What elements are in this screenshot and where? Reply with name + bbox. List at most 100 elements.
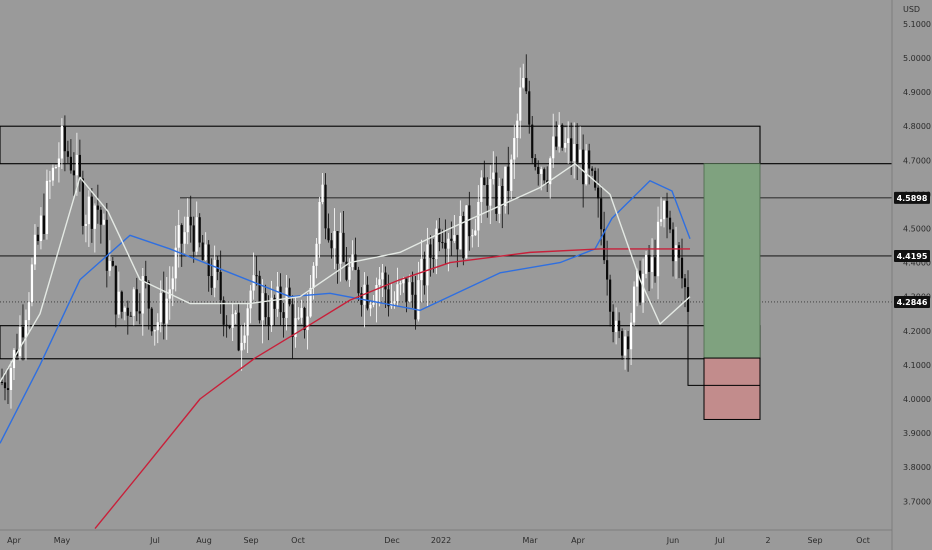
candle-body — [387, 289, 390, 307]
price-tick-label: 4.8000 — [903, 122, 931, 131]
candle-body — [555, 136, 558, 147]
candle-body — [93, 205, 96, 229]
currency-label: USD — [903, 5, 920, 14]
candle-body — [51, 167, 55, 181]
candle-body — [72, 170, 75, 176]
candle-body — [683, 278, 687, 288]
candle-body — [372, 302, 375, 305]
candle-body — [42, 215, 46, 234]
candle-body — [558, 124, 561, 147]
candle-body — [159, 293, 162, 323]
candle-body — [243, 335, 246, 343]
candle-body — [594, 170, 597, 188]
candle-body — [300, 307, 303, 318]
candle-body — [267, 317, 270, 326]
candle-body — [123, 307, 126, 312]
candle-body — [27, 302, 31, 321]
candle-body — [585, 150, 588, 185]
candle-body — [522, 77, 525, 88]
time-tick-label: Jul — [149, 536, 160, 545]
candle-body — [219, 271, 222, 301]
candle-body — [384, 272, 387, 290]
candle-body — [333, 231, 336, 249]
candle-body — [9, 368, 13, 390]
candle-body — [57, 158, 61, 168]
candle-body — [486, 184, 489, 206]
candle-body — [3, 382, 7, 389]
price-label-box — [894, 191, 930, 204]
candle-body — [677, 245, 681, 258]
candle-body — [561, 124, 564, 148]
candle-body — [647, 254, 651, 272]
candle-body — [105, 219, 108, 271]
time-tick-label: May — [54, 536, 71, 545]
moving-averages-layer — [0, 163, 691, 530]
candle-body — [144, 276, 147, 283]
candle-body — [426, 244, 429, 286]
price-tick-label: 4.5000 — [903, 225, 931, 234]
candle-body — [246, 308, 249, 336]
time-tick-label: Dec — [384, 536, 399, 545]
candle-body — [674, 245, 678, 262]
candle-body — [192, 225, 195, 252]
candle-body — [465, 205, 468, 259]
candle-body — [483, 177, 486, 185]
upper-range-box — [0, 125, 761, 165]
candle-body — [510, 159, 513, 191]
time-tick-label: Sep — [243, 536, 258, 545]
candle-body — [612, 311, 615, 333]
candle-body — [204, 244, 207, 261]
candle-body — [519, 87, 522, 121]
candle-body — [429, 244, 432, 258]
candle-body — [516, 120, 519, 139]
candle-body — [453, 235, 456, 241]
time-tick-label: 2022 — [431, 536, 451, 545]
time-tick-label: 2 — [765, 536, 770, 545]
candle-body — [90, 196, 93, 229]
candle-body — [588, 150, 591, 169]
candle-body — [216, 259, 219, 272]
candle-body — [78, 154, 81, 179]
candle-body — [264, 293, 267, 318]
price-tick-label: 4.1000 — [903, 361, 931, 370]
time-tick-label: Oct — [856, 536, 870, 545]
candle-body — [96, 205, 99, 210]
candle-body — [381, 272, 384, 280]
time-tick-label: Aug — [196, 536, 212, 545]
candle-body — [399, 283, 402, 285]
candle-body — [327, 228, 330, 241]
candle-body — [345, 261, 348, 280]
candle-body — [576, 144, 579, 163]
candle-body — [567, 138, 570, 144]
candle-body — [501, 185, 504, 207]
candle-body — [471, 235, 474, 237]
candle-body — [228, 325, 231, 328]
time-tick-label: Apr — [571, 536, 586, 545]
candle-body — [312, 265, 315, 288]
candle-body — [336, 231, 339, 264]
candle-body — [420, 258, 423, 281]
price-tick-label: 3.8000 — [903, 463, 931, 472]
candle-body — [156, 322, 159, 331]
candle-body — [261, 293, 264, 321]
candle-body — [135, 289, 138, 312]
candle-body — [81, 178, 84, 226]
candle-body — [87, 196, 90, 225]
candle-body — [632, 286, 636, 323]
candle-body — [459, 216, 462, 250]
candle-body — [668, 217, 672, 230]
candle-body — [171, 278, 174, 290]
candle-body — [444, 242, 447, 249]
candle-body — [659, 219, 663, 222]
candle-body — [432, 257, 435, 260]
candle-body — [321, 184, 324, 202]
candle-body — [21, 326, 25, 338]
time-tick-label: Jun — [666, 536, 680, 545]
candle-body — [531, 124, 534, 159]
candle-body — [351, 254, 354, 268]
candle-body — [99, 209, 102, 225]
candle-body — [686, 287, 690, 312]
price-label-text: 4.5898 — [897, 194, 928, 203]
